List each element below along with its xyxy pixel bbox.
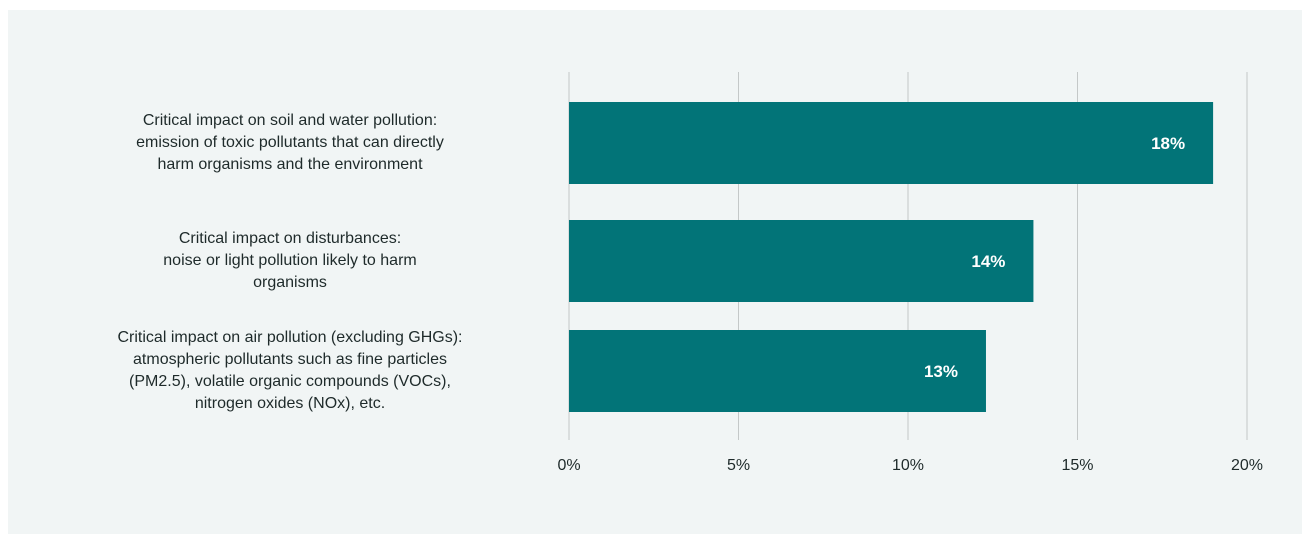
x-axis-tick-labels: 0% 5% 10% 15% 20% [557, 457, 1263, 474]
tick-label: 20% [1231, 457, 1263, 474]
bar [569, 220, 1034, 302]
category-label: Critical impact on soil and water pollut… [136, 112, 444, 173]
bar [569, 330, 986, 412]
category-label: Critical impact on disturbances: noise o… [163, 230, 417, 291]
tick-label: 5% [727, 457, 750, 474]
value-label: 18% [1151, 134, 1185, 153]
tick-label: 10% [892, 457, 924, 474]
value-labels: 18% 14% 13% [924, 134, 1185, 381]
bars [569, 102, 1214, 412]
tick-label: 0% [557, 457, 580, 474]
category-label: Critical impact on air pollution (exclud… [117, 329, 463, 412]
tick-label: 15% [1061, 457, 1093, 474]
bar [569, 102, 1214, 184]
value-label: 13% [924, 362, 958, 381]
value-label: 14% [971, 252, 1005, 271]
